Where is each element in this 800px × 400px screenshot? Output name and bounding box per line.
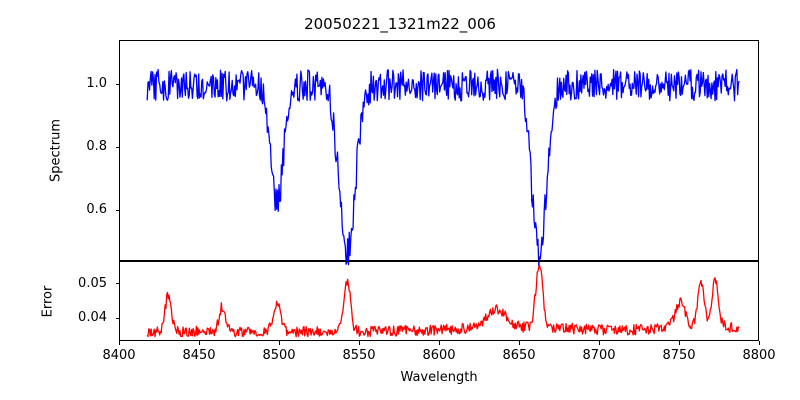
error-axis-label: Error xyxy=(40,285,56,318)
xtick-mark xyxy=(118,341,120,345)
error-curve xyxy=(146,264,740,338)
xtick-mark xyxy=(358,341,360,345)
spectrum-panel xyxy=(119,40,759,267)
spectrum-curve xyxy=(146,68,740,267)
xtick-label: 8400 xyxy=(102,348,136,363)
xtick-mark xyxy=(438,341,440,345)
xtick-label: 8450 xyxy=(182,348,216,363)
error-panel xyxy=(119,261,759,341)
ytick-mark xyxy=(115,317,119,319)
spectrum-ytick-label: 0.6 xyxy=(86,202,107,218)
xtick-label: 8550 xyxy=(342,348,376,363)
xtick-mark xyxy=(678,341,680,345)
ytick-mark xyxy=(115,83,119,85)
error-ytick-label: 0.05 xyxy=(78,275,107,291)
xtick-label: 8600 xyxy=(422,348,456,363)
wavelength-axis-label: Wavelength xyxy=(400,370,478,385)
ytick-mark xyxy=(115,283,119,285)
xtick-mark xyxy=(598,341,600,345)
spectrum-ytick-label: 0.8 xyxy=(86,139,107,155)
ytick-mark xyxy=(115,146,119,148)
spectrum-ytick-label: 1.0 xyxy=(86,76,107,92)
xtick-label: 8500 xyxy=(262,348,296,363)
error-ytick-label: 0.04 xyxy=(78,310,107,326)
xtick-mark xyxy=(278,341,280,345)
xtick-label: 8800 xyxy=(742,348,776,363)
xtick-mark xyxy=(198,341,200,345)
plot-title: 20050221_1321m22_006 xyxy=(304,15,496,33)
xtick-label: 8700 xyxy=(582,348,616,363)
xtick-mark xyxy=(758,341,760,345)
ytick-mark xyxy=(115,209,119,212)
xtick-mark xyxy=(518,341,520,345)
spectrum-axis-label: Spectrum xyxy=(48,119,64,182)
xtick-label: 8650 xyxy=(502,348,536,363)
xtick-label: 8750 xyxy=(662,348,696,363)
